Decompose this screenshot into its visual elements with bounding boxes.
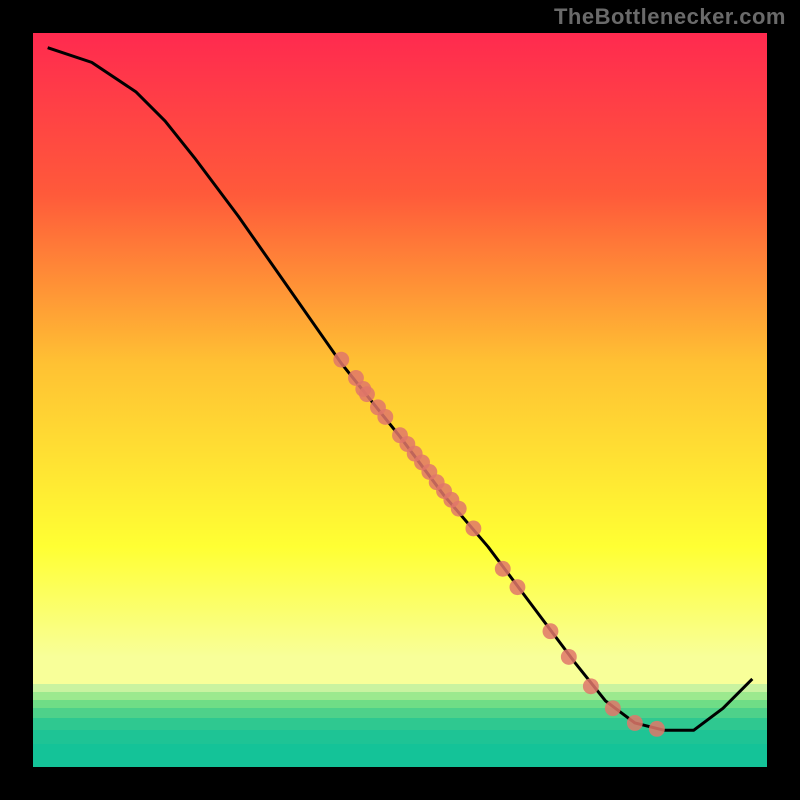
data-point (495, 561, 511, 577)
data-point (510, 579, 526, 595)
data-point (465, 521, 481, 537)
data-point (359, 386, 375, 402)
data-point (561, 649, 577, 665)
data-point (377, 409, 393, 425)
data-point (649, 721, 665, 737)
data-point (605, 700, 621, 716)
performance-curve (48, 48, 753, 731)
data-point (627, 715, 643, 731)
data-point (543, 623, 559, 639)
data-point (583, 678, 599, 694)
watermark-text: TheBottlenecker.com (554, 4, 786, 30)
data-point (333, 352, 349, 368)
chart-plot-area (30, 30, 770, 770)
chart-svg (33, 33, 767, 767)
data-point (451, 501, 467, 517)
